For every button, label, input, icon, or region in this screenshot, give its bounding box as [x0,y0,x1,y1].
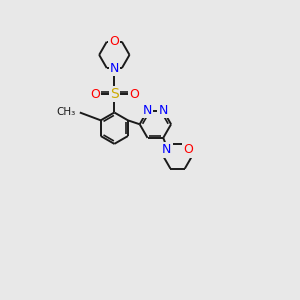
Text: O: O [90,88,100,101]
Text: N: N [158,104,168,117]
Text: O: O [129,88,139,101]
Text: O: O [110,35,119,48]
Text: CH₃: CH₃ [56,107,75,118]
Text: N: N [143,104,152,117]
Text: S: S [110,87,119,101]
Text: N: N [162,143,172,156]
Text: N: N [110,61,119,74]
Text: O: O [184,143,193,156]
